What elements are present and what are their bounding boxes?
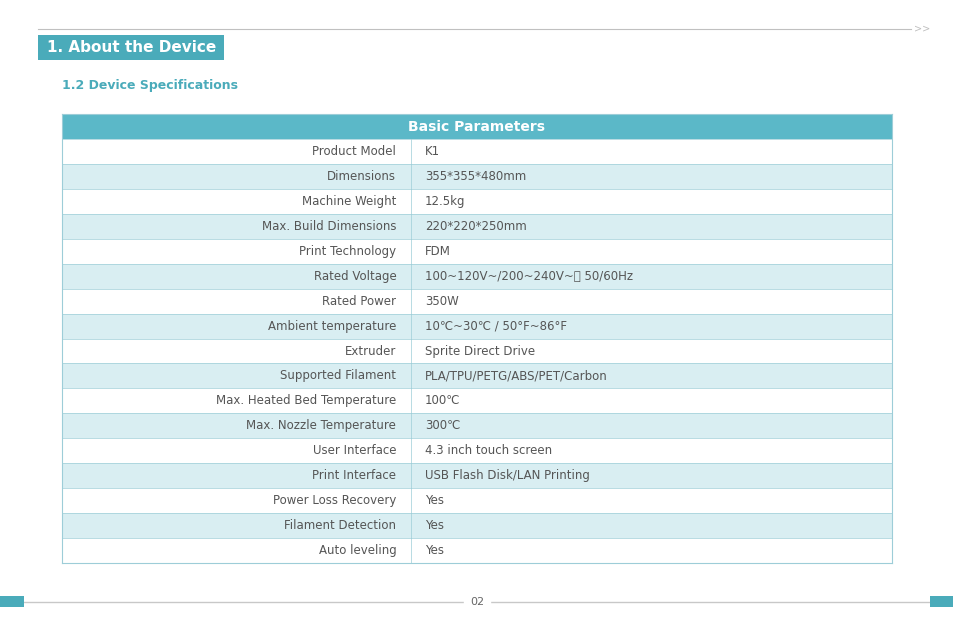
Text: Print Interface: Print Interface <box>312 469 395 482</box>
FancyBboxPatch shape <box>929 596 953 607</box>
Text: Max. Nozzle Temperature: Max. Nozzle Temperature <box>246 419 395 432</box>
Text: Auto leveling: Auto leveling <box>318 544 395 557</box>
Text: 100~120V~/200~240V~， 50/60Hz: 100~120V~/200~240V~， 50/60Hz <box>424 270 633 283</box>
Text: 10℃~30℃ / 50°F~86°F: 10℃~30℃ / 50°F~86°F <box>424 319 566 333</box>
FancyBboxPatch shape <box>62 513 891 538</box>
Text: 02: 02 <box>470 597 483 607</box>
Text: Yes: Yes <box>424 544 443 557</box>
Text: USB Flash Disk/LAN Printing: USB Flash Disk/LAN Printing <box>424 469 589 482</box>
Text: Power Loss Recovery: Power Loss Recovery <box>273 494 395 507</box>
FancyBboxPatch shape <box>62 463 891 488</box>
FancyBboxPatch shape <box>62 164 891 189</box>
Text: Max. Build Dimensions: Max. Build Dimensions <box>261 220 395 233</box>
FancyBboxPatch shape <box>62 488 891 513</box>
Text: Product Model: Product Model <box>312 145 395 158</box>
Text: Print Technology: Print Technology <box>299 245 395 258</box>
Text: Rated Power: Rated Power <box>322 294 395 308</box>
Text: Filament Detection: Filament Detection <box>284 519 395 532</box>
FancyBboxPatch shape <box>62 338 891 363</box>
FancyBboxPatch shape <box>62 438 891 463</box>
Text: 300℃: 300℃ <box>424 419 459 432</box>
Text: Rated Voltage: Rated Voltage <box>314 270 395 283</box>
FancyBboxPatch shape <box>62 264 891 289</box>
Text: Yes: Yes <box>424 519 443 532</box>
FancyBboxPatch shape <box>62 413 891 438</box>
Text: 100℃: 100℃ <box>424 394 460 407</box>
FancyBboxPatch shape <box>62 363 891 389</box>
Text: 4.3 inch touch screen: 4.3 inch touch screen <box>424 444 552 457</box>
Text: >>: >> <box>913 24 929 34</box>
Text: 355*355*480mm: 355*355*480mm <box>424 170 526 183</box>
FancyBboxPatch shape <box>62 314 891 338</box>
FancyBboxPatch shape <box>62 189 891 214</box>
Text: Supported Filament: Supported Filament <box>280 370 395 382</box>
FancyBboxPatch shape <box>62 214 891 239</box>
FancyBboxPatch shape <box>62 139 891 164</box>
FancyBboxPatch shape <box>62 538 891 563</box>
Text: Extruder: Extruder <box>345 345 395 357</box>
Text: Yes: Yes <box>424 494 443 507</box>
Text: 1.2 Device Specifications: 1.2 Device Specifications <box>62 80 237 92</box>
Text: 1. About the Device: 1. About the Device <box>47 40 215 55</box>
Text: Max. Heated Bed Temperature: Max. Heated Bed Temperature <box>215 394 395 407</box>
Text: PLA/TPU/PETG/ABS/PET/Carbon: PLA/TPU/PETG/ABS/PET/Carbon <box>424 370 607 382</box>
FancyBboxPatch shape <box>62 389 891 413</box>
FancyBboxPatch shape <box>62 289 891 314</box>
Text: User Interface: User Interface <box>313 444 395 457</box>
Text: K1: K1 <box>424 145 439 158</box>
Text: FDM: FDM <box>424 245 451 258</box>
FancyBboxPatch shape <box>62 114 891 139</box>
Text: Basic Parameters: Basic Parameters <box>408 120 545 134</box>
Text: 350W: 350W <box>424 294 458 308</box>
FancyBboxPatch shape <box>62 239 891 264</box>
Text: 12.5kg: 12.5kg <box>424 195 465 208</box>
FancyBboxPatch shape <box>38 35 224 60</box>
Text: Dimensions: Dimensions <box>327 170 395 183</box>
Text: Sprite Direct Drive: Sprite Direct Drive <box>424 345 535 357</box>
FancyBboxPatch shape <box>0 596 24 607</box>
Text: 220*220*250mm: 220*220*250mm <box>424 220 526 233</box>
Text: Ambient temperature: Ambient temperature <box>268 319 395 333</box>
Text: Machine Weight: Machine Weight <box>301 195 395 208</box>
